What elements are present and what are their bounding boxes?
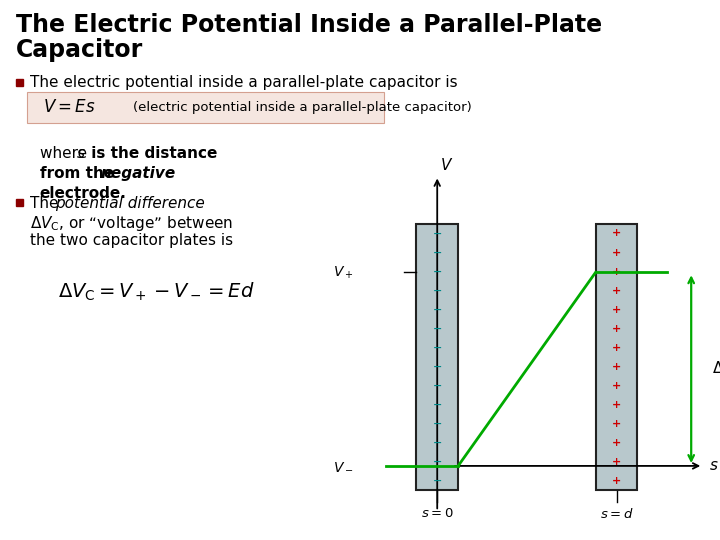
Text: The electric potential inside a parallel-plate capacitor is: The electric potential inside a parallel… bbox=[30, 75, 458, 90]
Text: −: − bbox=[433, 418, 442, 429]
Bar bbox=[16, 199, 23, 206]
Text: −: − bbox=[433, 247, 442, 258]
Text: +: + bbox=[612, 418, 621, 429]
Text: −: − bbox=[433, 476, 442, 485]
Text: +: + bbox=[612, 323, 621, 334]
Text: $V$: $V$ bbox=[439, 157, 453, 173]
Text: −: − bbox=[433, 437, 442, 448]
Text: +: + bbox=[612, 437, 621, 448]
Text: −: − bbox=[433, 400, 442, 409]
Text: +: + bbox=[612, 457, 621, 467]
Text: +: + bbox=[612, 286, 621, 295]
Text: −: − bbox=[433, 342, 442, 353]
Text: −: − bbox=[433, 267, 442, 276]
Text: +: + bbox=[612, 362, 621, 372]
Bar bbox=[595, 224, 637, 490]
Text: is the distance: is the distance bbox=[86, 146, 217, 161]
Text: −: − bbox=[433, 286, 442, 295]
Text: electrode.: electrode. bbox=[40, 186, 127, 201]
Text: −: − bbox=[433, 362, 442, 372]
Text: −: − bbox=[433, 457, 442, 467]
Text: negative: negative bbox=[101, 166, 176, 181]
Text: $s = d$: $s = d$ bbox=[600, 508, 634, 522]
Text: $\Delta V_{\rm C}$: $\Delta V_{\rm C}$ bbox=[712, 360, 720, 379]
Text: $V_-$: $V_-$ bbox=[333, 459, 353, 473]
Text: The: The bbox=[30, 195, 63, 211]
Text: $V_+$: $V_+$ bbox=[333, 264, 353, 281]
Text: $\Delta V_{\rm C}$, or “voltage” between: $\Delta V_{\rm C}$, or “voltage” between bbox=[30, 213, 233, 233]
Text: +: + bbox=[612, 247, 621, 258]
Text: +: + bbox=[612, 228, 621, 239]
Text: +: + bbox=[612, 400, 621, 409]
Text: The Electric Potential Inside a Parallel-Plate: The Electric Potential Inside a Parallel… bbox=[16, 14, 602, 37]
Text: −: − bbox=[433, 323, 442, 334]
Text: where: where bbox=[40, 146, 91, 161]
Text: potential difference: potential difference bbox=[55, 195, 204, 211]
Text: the two capacitor plates is: the two capacitor plates is bbox=[30, 233, 233, 248]
Text: (electric potential inside a parallel-plate capacitor): (electric potential inside a parallel-pl… bbox=[133, 101, 472, 114]
Text: +: + bbox=[612, 476, 621, 485]
Text: $s = 0$: $s = 0$ bbox=[421, 508, 454, 521]
Text: $s$: $s$ bbox=[709, 458, 719, 474]
Text: from the: from the bbox=[40, 166, 119, 181]
Text: +: + bbox=[612, 267, 621, 276]
Text: −: − bbox=[433, 228, 442, 239]
Text: s: s bbox=[77, 146, 85, 161]
Text: $V = Es$: $V = Es$ bbox=[43, 98, 96, 117]
Text: +: + bbox=[612, 381, 621, 390]
Text: Capacitor: Capacitor bbox=[16, 38, 143, 62]
Bar bbox=[416, 224, 458, 490]
Bar bbox=[16, 79, 23, 86]
Text: +: + bbox=[612, 342, 621, 353]
Text: $\Delta V_{\rm C} = V_+ - V_- = Ed$: $\Delta V_{\rm C} = V_+ - V_- = Ed$ bbox=[58, 280, 254, 303]
Text: +: + bbox=[612, 305, 621, 314]
Bar bbox=[27, 92, 384, 123]
Text: −: − bbox=[433, 381, 442, 390]
Text: −: − bbox=[433, 305, 442, 314]
